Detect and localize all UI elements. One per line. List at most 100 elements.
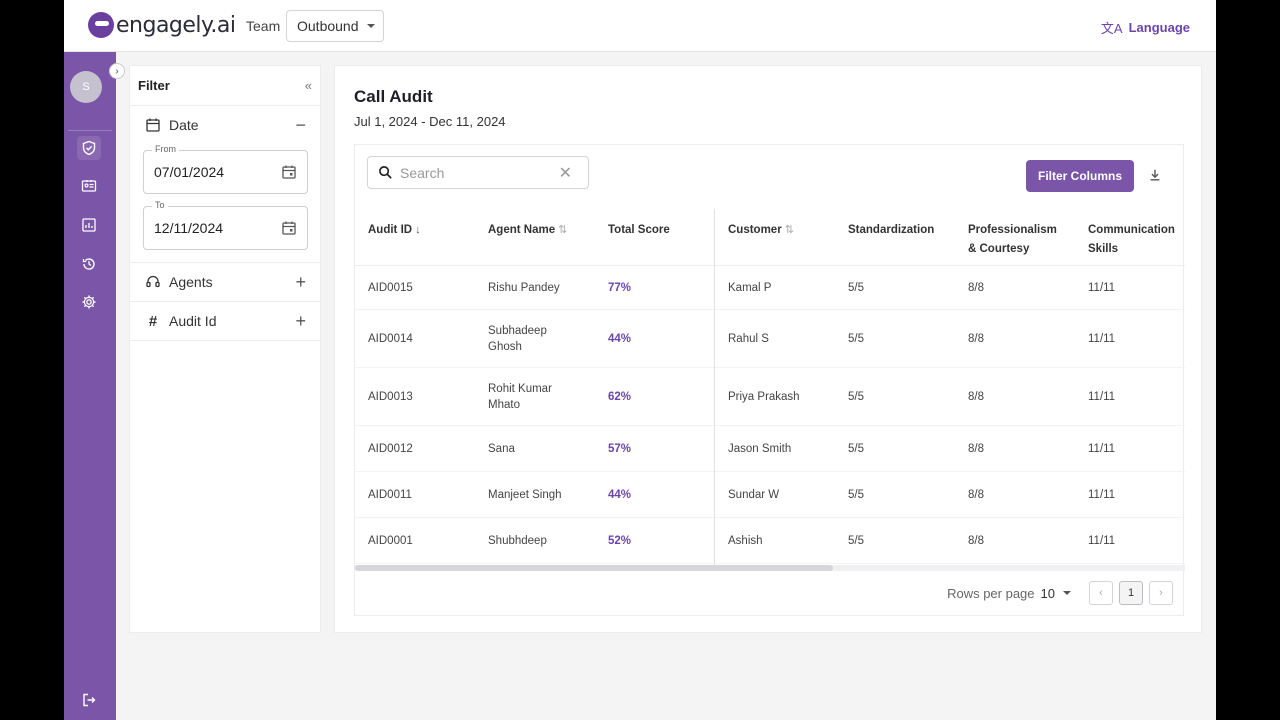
horizontal-scrollbar[interactable] [355,565,1185,571]
download-icon [1150,169,1160,181]
date-filter-label: Date [169,117,199,133]
nav-item-settings[interactable] [77,290,101,314]
table-row[interactable]: AID0015 Rishu Pandey 77% Kamal P 5/5 8/8 11/11 [355,266,1185,310]
audit-id-filter-section: # Audit Id + [130,302,320,341]
scrollbar-thumb[interactable] [355,565,833,571]
side-nav: S [64,52,116,720]
table-cell-std: 5/5 [848,443,864,455]
app-window: engagely.ai Team Outbound 文A Language S [64,0,1216,720]
table-cell-comm: 11/11 [1088,489,1116,501]
table-cell-audit-id: AID0013 [368,391,413,403]
table-row[interactable]: AID0013 Rohit Kumar Mhato 62% Priya Prakash… [355,368,1185,426]
table-cell-customer: Ashish [728,535,763,547]
page-title: Call Audit [354,87,433,106]
table-cell-audit-id: AID0012 [368,443,413,455]
table-cell-customer: Sundar W [728,489,780,501]
logout-icon [83,693,96,707]
nav-item-reports[interactable] [77,213,101,237]
clear-search-icon[interactable]: ✕ [558,165,572,182]
agents-filter-section: Agents + [130,263,320,302]
table-cell-score: 52% [608,535,632,547]
column-header-agent-name[interactable]: Agent Name ⇅ [488,224,568,236]
table-cell-agent: Manjeet Singh [488,489,562,501]
agents-filter-toggle[interactable]: Agents + [130,263,320,301]
column-header-communication[interactable]: Communication Skills [1088,224,1175,255]
table-cell-customer: Jason Smith [728,443,792,455]
download-button[interactable] [1145,165,1165,185]
table-cell-std: 5/5 [848,391,864,403]
table-row[interactable]: AID0014 Subhadeep Ghosh 44% Rahul S 5/5 8/8 11… [355,310,1185,368]
team-select[interactable]: Outbound [286,10,384,42]
table-cell-comm: 11/11 [1088,282,1116,294]
table-row[interactable]: AID0011 Manjeet Singh 44% Sundar W 5/5 8/8 11/… [355,472,1185,518]
headset-icon [146,275,160,288]
team-select-value: Outbound [297,18,359,34]
shield-check-icon [82,140,96,156]
audit-id-filter-label: Audit Id [169,313,217,329]
logo-mark-icon [88,12,114,38]
column-header-audit-id[interactable]: Audit ID ↓ [368,224,421,236]
filter-title: Filter [138,78,170,93]
from-date-field[interactable]: From 07/01/2024 [143,144,308,194]
table-row[interactable]: AID0012 Sana 57% Jason Smith 5/5 8/8 11/11 [355,426,1185,472]
column-header-customer[interactable]: Customer ⇅ [728,224,794,236]
nav-item-history[interactable] [77,252,101,276]
column-header-professionalism[interactable]: Professionalism & Courtesy [968,224,1057,255]
table-cell-std: 5/5 [848,535,864,547]
logo-text: engagely.ai [116,12,236,38]
agents-filter-label: Agents [169,274,213,290]
audit-table: Audit ID ↓ Agent Name ⇅ Total Score Custom… [355,209,1185,571]
calendar-picker-icon[interactable] [281,220,297,236]
table-cell-std: 5/5 [848,489,864,501]
collapse-filter-icon[interactable]: « [304,78,312,93]
audit-id-filter-toggle[interactable]: # Audit Id + [130,302,320,340]
calendar-picker-icon[interactable] [281,164,297,180]
language-button[interactable]: 文A Language [1101,18,1190,37]
page-number-button[interactable]: 1 [1119,581,1143,605]
table-cell-prof: 8/8 [968,391,984,403]
filter-header: Filter « [130,66,320,106]
column-header-standardization[interactable]: Standardization [848,224,935,236]
table-cell-comm: 11/11 [1088,333,1116,345]
table-cell-prof: 8/8 [968,333,984,345]
rows-per-page-select[interactable]: 10 [1041,586,1071,601]
to-date-field[interactable]: To 12/11/2024 [143,200,308,250]
table-cell-agent: Sana [488,443,515,455]
column-header-total-score[interactable]: Total Score [608,224,670,236]
rows-per-page-label: Rows per page [947,585,1035,601]
to-date-value: 12/11/2024 [154,220,224,236]
from-date-label: From [152,144,179,154]
nav-item-audit[interactable] [77,136,101,160]
table-cell-comm: 11/11 [1088,535,1116,547]
sort-icon: ⇅ [784,224,794,236]
prev-page-button[interactable]: ‹ [1089,581,1113,605]
table-cell-prof: 8/8 [968,282,984,294]
table-cell-customer: Rahul S [728,333,769,345]
next-page-button[interactable]: › [1149,581,1173,605]
table-cell-std: 5/5 [848,282,864,294]
brand-logo: engagely.ai [88,10,236,40]
search-input[interactable]: Search ✕ [367,156,589,189]
table-cell-audit-id: AID0015 [368,282,413,294]
chevron-right-icon: › [1159,587,1163,599]
translate-icon: 文A [1100,21,1123,36]
logout-button[interactable] [77,688,101,712]
history-icon [82,258,95,270]
table-cell-comm: 11/11 [1088,443,1116,455]
expand-sidebar-button[interactable]: › [109,63,125,79]
plus-icon: + [295,310,306,331]
table-row[interactable]: AID0001 Shubhdeep 52% Ashish 5/5 8/8 11/11 [355,518,1185,564]
avatar[interactable]: S [70,71,102,103]
date-filter-section: Date − From 07/01/2024 To 12/11/2024 [130,106,320,263]
caret-down-icon [366,24,375,28]
nav-item-agents[interactable] [77,174,101,198]
date-filter-toggle[interactable]: Date − [130,106,320,144]
table-cell-audit-id: AID0011 [368,489,412,501]
table-cell-prof: 8/8 [968,489,984,501]
search-icon [379,166,392,179]
minus-icon: − [295,114,306,135]
table-cell-prof: 8/8 [968,443,984,455]
table-cell-score: 44% [608,489,632,501]
filter-columns-button[interactable]: Filter Columns [1026,160,1134,192]
gear-icon [82,295,96,309]
